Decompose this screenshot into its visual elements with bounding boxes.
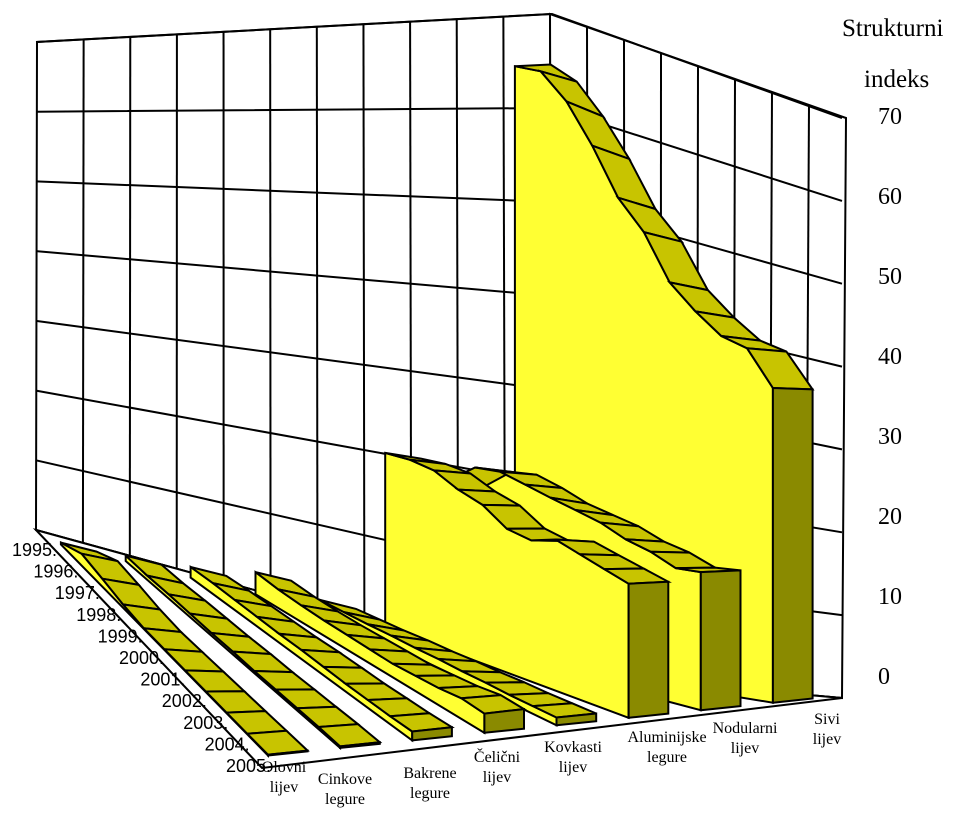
y-axis-label-line-2: indeks — [864, 66, 929, 93]
category-label: lijev — [813, 731, 841, 748]
category-label: lijev — [270, 779, 298, 796]
category-label: legure — [410, 785, 450, 802]
year-label: 2003. — [183, 713, 228, 733]
ribbon-end — [267, 749, 309, 757]
year-label: 1998. — [76, 605, 121, 625]
category-label: Nodularni — [713, 720, 778, 737]
year-label: 1995. — [12, 540, 57, 560]
y-axis: Strukturni indeks — [842, 15, 943, 93]
category-label: Bakrene — [403, 765, 456, 782]
category-label: Cinkove — [318, 771, 372, 788]
ribbon-end — [411, 726, 453, 742]
y-tick-label: 60 — [878, 184, 902, 210]
ribbon-end — [699, 569, 742, 712]
year-label: 2004. — [205, 734, 250, 754]
y-tick-label: 40 — [878, 344, 902, 370]
y-tick-label: 30 — [878, 424, 902, 450]
ribbon-end — [483, 707, 525, 734]
category-label: lijev — [559, 759, 587, 776]
grid-line — [35, 12, 843, 119]
category-label: Olovni — [262, 759, 307, 776]
y-tick-label: 10 — [878, 584, 902, 610]
y-axis-label-line-1: Strukturni — [842, 15, 943, 42]
year-label: 1999. — [98, 626, 143, 646]
category-label: Kovkasti — [544, 739, 602, 756]
series-ribbon — [189, 565, 455, 743]
y-tick-label: 0 — [878, 664, 890, 690]
category-label: legure — [325, 791, 365, 808]
ribbon-end — [771, 386, 814, 704]
grid-line — [362, 24, 366, 621]
series-ribbon — [384, 451, 672, 720]
y-tick-label: 20 — [878, 504, 902, 530]
year-label: 1997. — [55, 583, 100, 603]
category-labels: Olovni lijev Cinkove legure Bakrene legure Čel… — [262, 711, 841, 808]
grid-line — [315, 26, 319, 608]
grid-line — [81, 39, 85, 543]
year-label: 2002. — [162, 691, 207, 711]
year-labels: 1995.1996.1997.1998.1999.2000.2001.2002.… — [12, 540, 271, 776]
year-label: 2005. — [226, 756, 271, 776]
year-label: 1996. — [33, 562, 78, 582]
category-label: lijev — [483, 769, 511, 786]
series-ribbon — [124, 553, 383, 751]
ribbon-end — [627, 580, 670, 719]
ribbon-end — [555, 712, 598, 727]
category-label: Čelični — [474, 747, 521, 766]
y-tick-labels: 0 10 20 30 40 50 60 70 — [878, 104, 902, 690]
series-ribbon — [59, 540, 310, 758]
series-ribbon — [254, 570, 528, 735]
category-label: Aluminijske — [627, 729, 706, 746]
y-tick-label: 50 — [878, 264, 902, 290]
chart-ribbons — [59, 63, 815, 758]
category-label: Sivi — [814, 711, 840, 728]
year-label: 2000. — [119, 648, 164, 668]
y-tick-label: 70 — [878, 104, 902, 130]
year-label: 2001. — [140, 670, 185, 690]
category-label: legure — [647, 749, 687, 766]
ribbon-end — [339, 741, 381, 750]
category-label: lijev — [731, 740, 759, 757]
